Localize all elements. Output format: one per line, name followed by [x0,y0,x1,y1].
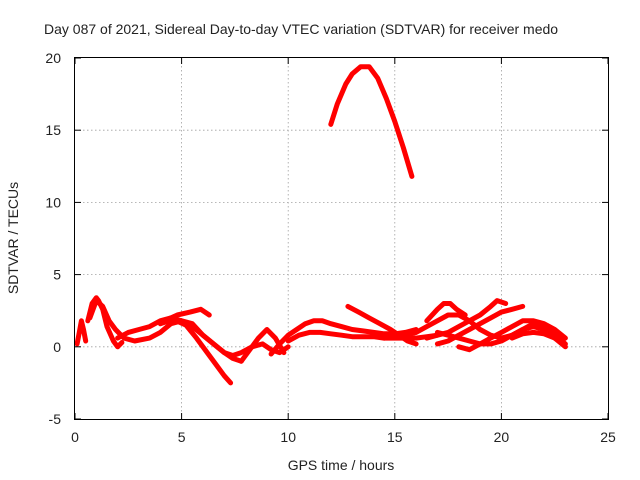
series-arc-3 [87,298,244,364]
series-arc-9 [285,329,440,344]
series-arc-4 [115,315,291,358]
y-tick-label: 10 [45,194,61,210]
tick-labels: 0 5 10 15 20 25 -5 0 5 10 15 20 [45,50,616,445]
x-tick-label: 20 [494,429,510,445]
plot-frame [74,57,609,420]
series-arc-10 [328,64,415,179]
x-tick-label: 10 [280,429,296,445]
x-tick-label: 15 [387,429,403,445]
x-tick-label: 0 [71,429,79,445]
series-arc-13 [424,301,468,324]
y-tick-label: -5 [49,411,62,427]
y-axis-label: SDTVAR / TECUs [5,182,21,294]
series-arc-7 [238,327,287,364]
x-tick-label: 25 [600,429,616,445]
series-layer [74,64,568,386]
series-arc-1 [74,318,89,347]
series-arc-8 [268,318,419,357]
y-tick-label: 5 [53,267,61,283]
y-tick-label: 20 [45,50,61,66]
series-arc-15 [434,324,568,350]
x-tick-label: 5 [178,429,186,445]
series-arc-17 [456,318,568,353]
series-arc-5 [157,316,234,386]
x-axis-label: GPS time / hours [288,457,395,473]
y-tick-label: 15 [45,122,61,138]
grid [75,58,608,419]
series-arc-18 [509,329,566,344]
ticks [74,57,609,420]
series-arc-16 [434,303,526,347]
chart-title: Day 087 of 2021, Sidereal Day-to-day VTE… [44,21,558,37]
series-arc-11 [345,303,419,347]
y-tick-label: 0 [53,339,61,355]
series-arc-6 [162,306,212,324]
